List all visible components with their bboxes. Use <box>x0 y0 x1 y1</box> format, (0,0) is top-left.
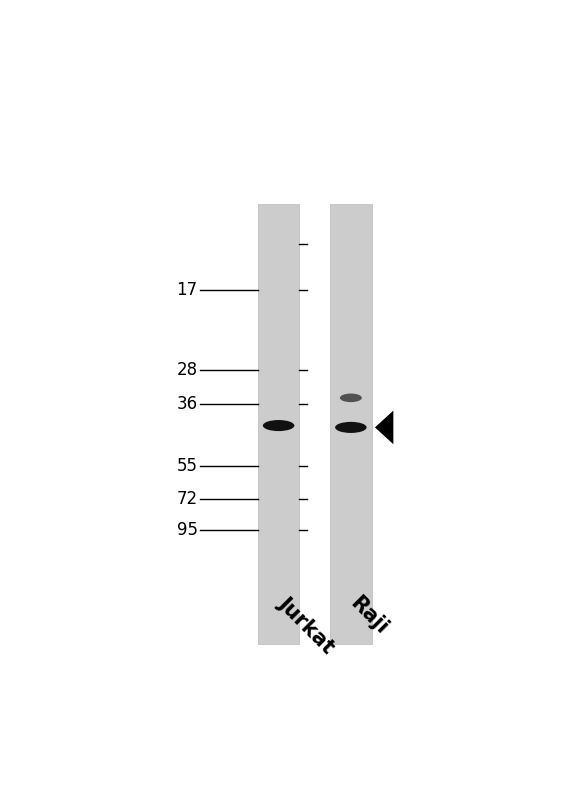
Ellipse shape <box>263 420 294 431</box>
Text: 55: 55 <box>177 457 198 474</box>
Polygon shape <box>375 410 393 444</box>
Bar <box>330 204 372 644</box>
Text: Raji: Raji <box>346 593 392 638</box>
Text: 95: 95 <box>177 522 198 539</box>
Ellipse shape <box>340 394 362 402</box>
Bar <box>258 204 299 644</box>
Text: Jurkat: Jurkat <box>274 593 338 658</box>
Text: 72: 72 <box>176 490 198 509</box>
Ellipse shape <box>335 422 367 433</box>
Text: 36: 36 <box>176 395 198 413</box>
Text: 17: 17 <box>176 281 198 299</box>
Text: 28: 28 <box>176 361 198 379</box>
